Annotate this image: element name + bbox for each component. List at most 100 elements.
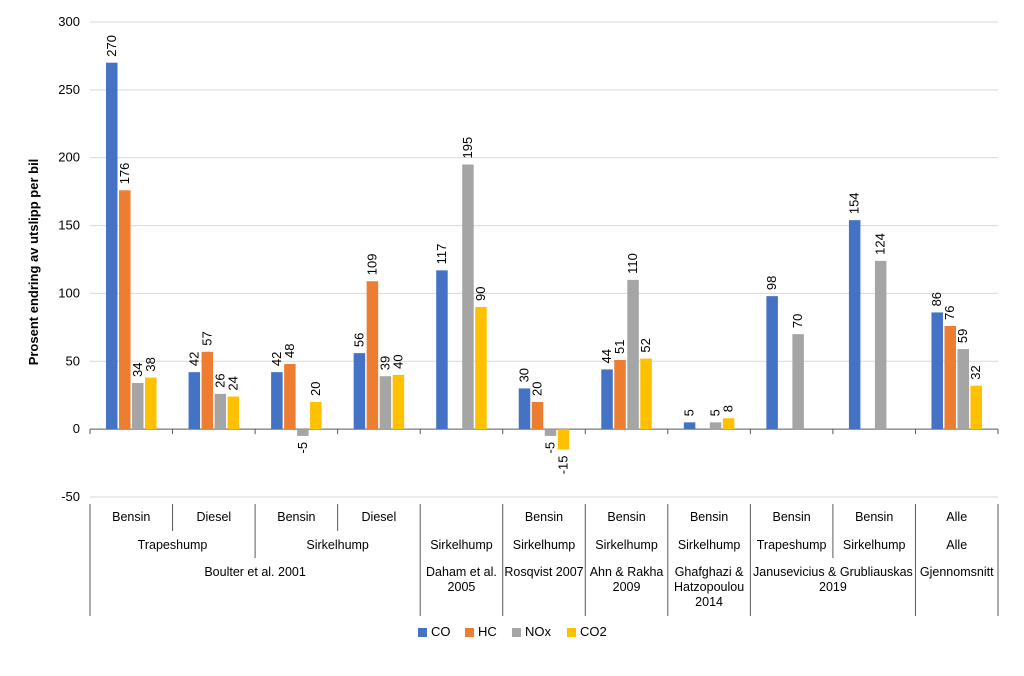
gridlines (90, 21, 998, 498)
bar-co (683, 422, 696, 430)
y-tick-label: 300 (58, 14, 80, 29)
bar-co (766, 296, 778, 430)
y-tick-label: 150 (58, 218, 80, 233)
category-level2-label: Sirkelhump (843, 538, 906, 552)
category-level3-label: Janusevicius & Grubliauskas 2019 (753, 565, 913, 594)
bar-nox (709, 422, 722, 430)
data-label: 42 (269, 352, 284, 366)
category-level1-label: Diesel (362, 510, 397, 524)
data-label: 38 (143, 357, 158, 371)
data-label: 176 (117, 163, 132, 185)
category-level3-label: Daham et al. 2005 (426, 565, 497, 594)
legend-swatch-nox (512, 628, 521, 637)
category-level1-label: Alle (946, 510, 967, 524)
y-tick-label: 200 (58, 150, 80, 165)
category-level1-label: Bensin (112, 510, 150, 524)
data-label: -5 (295, 442, 310, 454)
data-label: 154 (847, 192, 862, 214)
bar-hc (531, 402, 544, 430)
bar-hc (944, 326, 956, 430)
data-label: 59 (955, 329, 970, 343)
bar-nox (462, 164, 474, 430)
data-label: 26 (212, 373, 227, 387)
bar-co (188, 372, 201, 430)
category-level3-label: Boulter et al. 2001 (204, 565, 306, 579)
category-axis: Bensin Diesel Bensin Diesel Bensin Bensin Bens… (89, 429, 999, 616)
bar-co2 (145, 377, 157, 430)
data-label: 124 (873, 233, 888, 255)
data-label: 5 (708, 409, 723, 416)
data-label: 34 (130, 363, 145, 377)
data-label: 20 (530, 382, 545, 396)
legend-swatch-co2 (567, 628, 576, 637)
data-label: 42 (186, 352, 201, 366)
bar-co (518, 388, 531, 430)
legend-label-nox: NOx (525, 624, 552, 639)
y-tick-label: 50 (66, 353, 80, 368)
category-level3-label: Ghafghazi & Hatzopoulou 2014 (674, 565, 744, 609)
category-level3-label: Rosqvist 2007 (504, 565, 583, 579)
data-label: -5 (543, 442, 558, 454)
data-label: 32 (968, 365, 983, 379)
bar-co2 (392, 374, 405, 430)
data-label: 110 (625, 253, 640, 274)
bar-co (106, 62, 118, 430)
legend-swatch-hc (465, 628, 474, 637)
bar-co2 (310, 402, 322, 430)
bars (106, 62, 982, 450)
bar-co (848, 220, 861, 430)
bar-nox (132, 383, 144, 430)
data-label: 76 (942, 306, 957, 320)
data-label: 5 (682, 409, 697, 416)
data-label: 30 (517, 368, 532, 382)
bar-co (271, 372, 283, 430)
bar-nox (957, 349, 969, 430)
data-label: 39 (377, 356, 392, 370)
data-label: 270 (104, 35, 119, 57)
bar-hc (201, 351, 214, 430)
bar-co2 (640, 358, 652, 430)
category-level2-label: Trapeshump (757, 538, 827, 552)
data-label: 52 (638, 338, 653, 352)
data-label: 117 (434, 244, 449, 265)
y-axis-title: Prosent endring av utslipp per bil (26, 159, 41, 366)
data-label: 195 (460, 137, 475, 159)
data-label: 51 (612, 339, 627, 353)
data-label: 98 (764, 276, 779, 290)
category-level1-label: Diesel (196, 510, 231, 524)
legend-label-hc: HC (478, 624, 497, 639)
bar-co (436, 270, 448, 430)
bar-nox (792, 334, 804, 430)
bar-co (601, 369, 613, 430)
data-label: 57 (199, 331, 214, 345)
bar-nox (627, 279, 639, 430)
category-level2-label: Sirkelhump (513, 538, 576, 552)
bar-co2 (475, 307, 487, 430)
bar-co (931, 312, 943, 430)
data-label: 109 (364, 254, 379, 276)
category-level2-label: Sirkelhump (430, 538, 493, 552)
category-level2-label: Sirkelhump (595, 538, 658, 552)
bar-co2 (722, 418, 735, 430)
data-label: 8 (721, 405, 736, 412)
bar-hc (614, 359, 626, 430)
category-level3-label: Gjennomsnitt (920, 565, 994, 579)
data-label: 24 (225, 376, 240, 390)
category-level1-label: Bensin (690, 510, 728, 524)
category-level1-label: Bensin (855, 510, 893, 524)
y-tick-label: 0 (73, 421, 80, 436)
data-label: 86 (929, 292, 944, 306)
legend-swatch-co (418, 628, 427, 637)
data-label: 90 (473, 287, 488, 301)
data-label: 48 (282, 344, 297, 358)
y-axis: -50 0 50 100 150 200 250 300 (58, 14, 998, 504)
bar-co2 (227, 396, 240, 430)
bar-hc (119, 190, 131, 430)
y-tick-label: -50 (61, 489, 80, 504)
bar-nox (379, 376, 392, 430)
data-label: -15 (556, 456, 571, 475)
data-label: 40 (390, 354, 405, 368)
y-tick-label: 250 (58, 82, 80, 97)
